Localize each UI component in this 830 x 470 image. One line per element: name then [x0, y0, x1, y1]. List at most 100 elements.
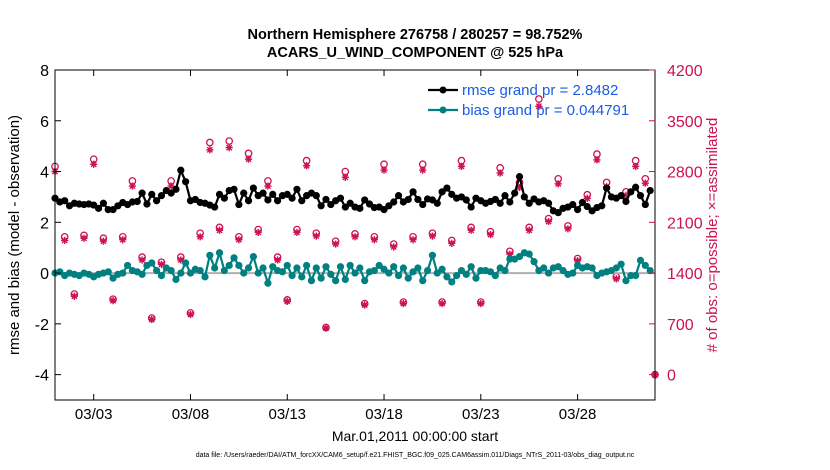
bias-point: [230, 254, 238, 262]
y2-tick-label: 0: [667, 368, 676, 385]
bias-point: [612, 264, 620, 272]
rmse-legend-label: rmse grand pr = 2.8482: [462, 82, 618, 99]
obs-count-layer: [51, 95, 659, 379]
bias-point: [356, 264, 364, 272]
obs-possible-marker: [225, 137, 234, 145]
y2-tick-label: 3500: [667, 114, 703, 131]
obs-assimilated-marker: [235, 236, 243, 244]
bias-point: [206, 251, 214, 259]
y-tick-label: 6: [40, 114, 49, 131]
rmse-point: [133, 197, 141, 206]
obs-assimilated-marker: [535, 102, 543, 110]
obs-assimilated-marker: [361, 301, 369, 309]
obs-assimilated-marker: [525, 226, 533, 234]
bias-point: [423, 266, 432, 275]
rmse-point: [94, 204, 103, 212]
bias-point: [486, 268, 495, 276]
rmse-point: [293, 185, 301, 193]
rmse-point: [496, 199, 504, 207]
bias-point: [390, 263, 398, 271]
bias-point: [109, 274, 117, 282]
obs-assimilated-marker: [419, 166, 427, 174]
obs-assimilated-marker: [206, 146, 214, 154]
bias-point: [288, 272, 296, 280]
obs-possible-marker: [535, 95, 543, 103]
bias-legend-marker: [439, 106, 447, 114]
rmse-point: [220, 194, 228, 202]
rmse-point: [554, 209, 562, 217]
bias-point: [346, 261, 354, 270]
obs-assimilated-marker: [632, 162, 640, 171]
obs-assimilated-marker: [186, 310, 195, 319]
bias-point: [307, 277, 316, 285]
bias-point: [336, 263, 345, 271]
bias-point: [370, 266, 378, 275]
rmse-point: [341, 203, 349, 211]
x-tick-label: 03/18: [365, 406, 403, 423]
bias-point: [215, 249, 224, 257]
rmse-point: [414, 195, 422, 204]
x-tick-label: 03/28: [559, 406, 597, 423]
rmse-point: [380, 206, 388, 214]
obs-assimilated-marker: [293, 228, 301, 237]
x-tick-label: 03/08: [172, 406, 210, 423]
bias-point: [632, 272, 640, 280]
bias-point: [588, 264, 596, 272]
rmse-point: [385, 202, 393, 210]
y-tick-label: 0: [40, 266, 49, 283]
obs-assimilated-marker: [390, 243, 398, 251]
rmse-point: [438, 188, 446, 196]
bias-point: [530, 258, 538, 266]
bias-point: [341, 275, 349, 284]
bias-point: [259, 264, 267, 272]
obs-assimilated-marker: [273, 256, 282, 264]
obs-assimilated-marker: [177, 256, 185, 264]
obs-possible-marker: [205, 138, 214, 147]
rmse-point: [404, 195, 412, 204]
y2-tick-label: 2100: [667, 215, 703, 232]
bias-point: [457, 266, 466, 275]
rmse-point: [235, 200, 243, 209]
obs-assimilated-marker: [70, 292, 78, 300]
bias-point: [269, 263, 277, 271]
bias-point: [375, 261, 383, 270]
x-tick-label: 03/13: [268, 406, 306, 423]
bias-point: [394, 272, 403, 280]
rmse-point: [409, 188, 417, 196]
rmse-point: [636, 192, 645, 200]
rmse-point: [573, 206, 582, 214]
rmse-point: [259, 189, 267, 197]
rmse-point: [99, 199, 107, 207]
rmse-point: [588, 207, 596, 215]
obs-assimilated-marker: [428, 232, 437, 240]
rmse-point: [632, 183, 640, 191]
rmse-point: [462, 196, 470, 204]
obs-assimilated-marker: [244, 155, 253, 163]
y2-tick-label: 2800: [667, 165, 703, 182]
rmse-point: [520, 193, 528, 201]
rmse-point: [273, 197, 282, 205]
bias-point: [303, 261, 311, 270]
obs-assimilated-marker: [196, 233, 204, 241]
rmse-point: [153, 197, 161, 205]
obs-assimilated-marker: [341, 173, 349, 181]
rmse-point: [240, 189, 248, 197]
obs-assimilated-marker: [80, 234, 88, 242]
bias-point: [501, 266, 509, 275]
y-tick-label: 4: [40, 165, 49, 182]
bias-point: [167, 266, 175, 275]
bias-point: [380, 265, 388, 273]
rmse-point: [109, 206, 117, 214]
rmse-point: [506, 198, 514, 206]
rmse-point: [336, 194, 345, 202]
obs-assimilated-marker: [477, 299, 485, 308]
y2-tick-label: 700: [667, 317, 694, 334]
bias-point: [467, 263, 475, 271]
obs-assimilated-marker: [148, 315, 156, 324]
bias-point: [428, 251, 437, 259]
bias-point: [157, 272, 166, 280]
obs-assimilated-marker: [506, 250, 514, 258]
bias-point: [472, 274, 480, 282]
rmse-point: [419, 200, 427, 209]
rmse-point: [215, 190, 224, 198]
